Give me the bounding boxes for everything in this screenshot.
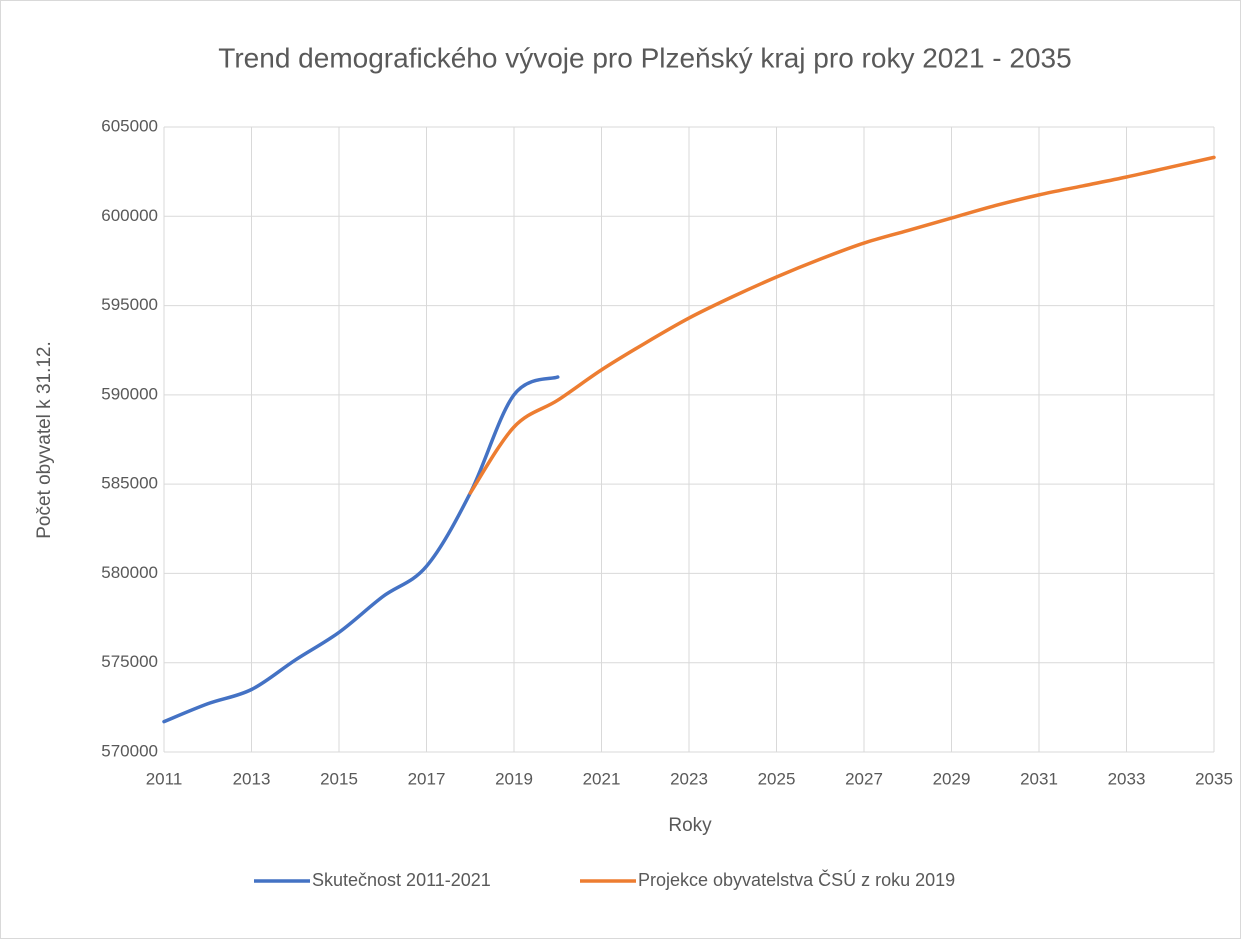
x-tick-label: 2013 bbox=[233, 769, 271, 788]
y-tick-label: 600000 bbox=[101, 206, 158, 225]
x-axis-title: Roky bbox=[668, 815, 712, 836]
line-series bbox=[162, 375, 560, 724]
y-tick-label: 595000 bbox=[101, 295, 158, 314]
x-tick-label: 2023 bbox=[670, 769, 708, 788]
x-tick-label: 2011 bbox=[146, 769, 183, 788]
x-tick-label: 2031 bbox=[1020, 769, 1058, 788]
y-tick-label: 585000 bbox=[101, 474, 158, 493]
line-series bbox=[468, 155, 1216, 495]
chart-title: Trend demografického vývoje pro Plzeňský… bbox=[218, 42, 1071, 73]
x-tick-label: 2025 bbox=[758, 769, 796, 788]
x-tick-label: 2027 bbox=[845, 769, 883, 788]
legend-label: Projekce obyvatelstva ČSÚ z roku 2019 bbox=[638, 869, 955, 890]
x-tick-label: 2021 bbox=[583, 769, 621, 788]
y-tick-label: 570000 bbox=[101, 741, 158, 760]
legend-label: Skutečnost 2011-2021 bbox=[312, 870, 491, 890]
y-tick-label: 580000 bbox=[101, 563, 158, 582]
x-tick-label: 2017 bbox=[408, 769, 446, 788]
y-tick-label: 575000 bbox=[101, 652, 158, 671]
y-tick-label: 605000 bbox=[101, 116, 158, 135]
x-tick-label: 2033 bbox=[1108, 769, 1146, 788]
y-tick-label: 590000 bbox=[101, 384, 158, 403]
y-axis-title: Počet obyvatel k 31.12. bbox=[34, 341, 55, 539]
x-tick-label: 2019 bbox=[495, 769, 533, 788]
x-tick-label: 2029 bbox=[933, 769, 971, 788]
x-tick-label: 2015 bbox=[320, 769, 358, 788]
x-tick-label: 2035 bbox=[1195, 769, 1233, 788]
